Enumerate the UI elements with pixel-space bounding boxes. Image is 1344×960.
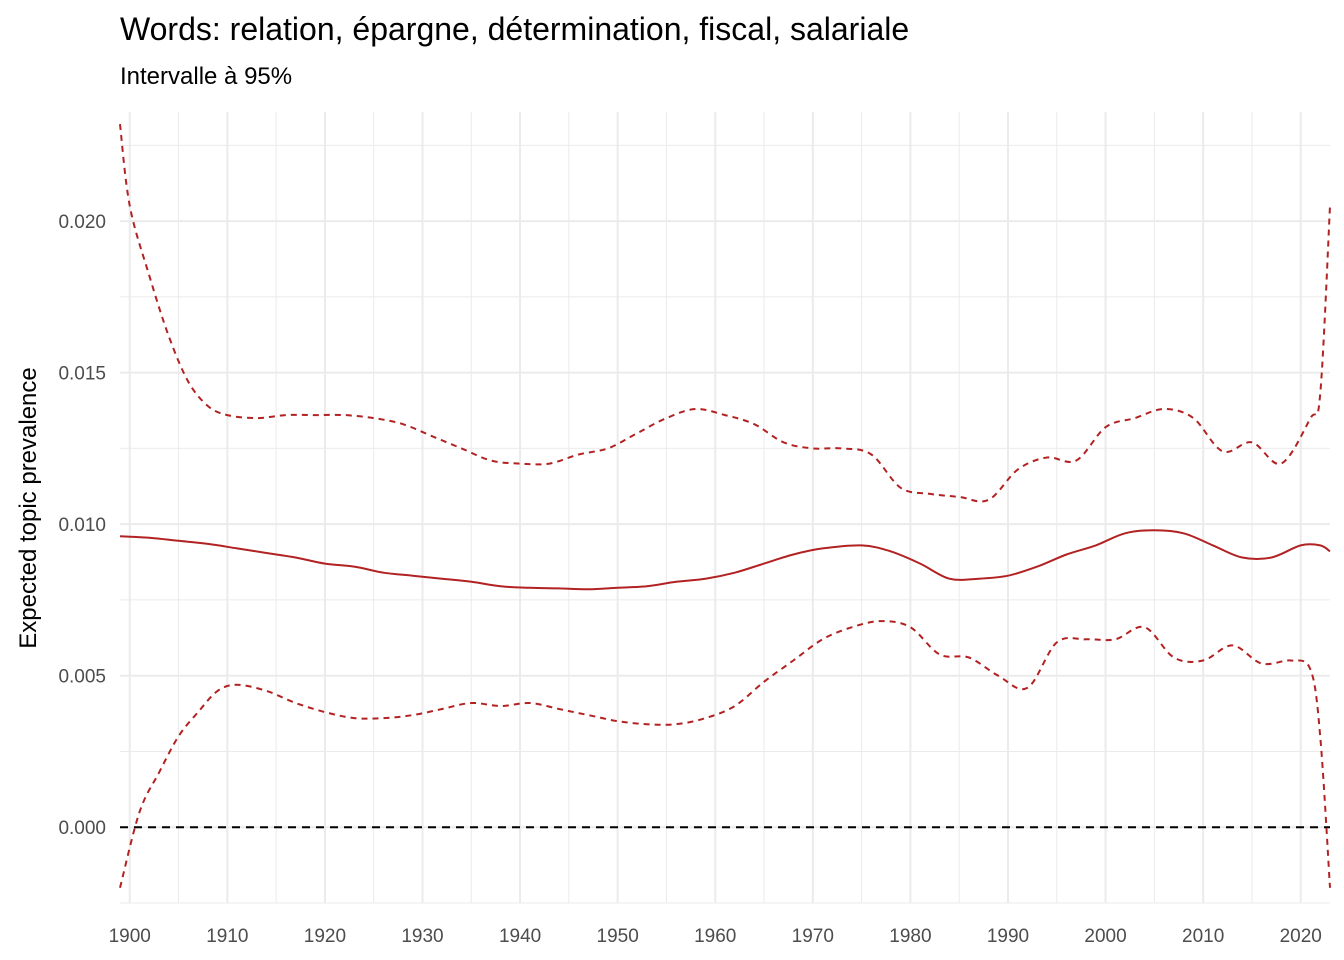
x-tick-label: 1950: [597, 926, 639, 947]
y-tick-label: 0.015: [58, 364, 106, 385]
x-tick-label: 1930: [401, 926, 443, 947]
x-tick-label: 2010: [1182, 926, 1224, 947]
x-tick-label: 1970: [792, 926, 834, 947]
minor-gridlines: [120, 112, 1330, 904]
x-tick-label: 1900: [109, 926, 151, 947]
x-tick-label: 1980: [889, 926, 931, 947]
x-tick-label: 1940: [499, 926, 541, 947]
x-tick-label: 1920: [304, 926, 346, 947]
estimate-line: [119, 529, 1331, 591]
y-axis-title: Expected topic prevalence: [15, 367, 42, 649]
x-tick-label: 1910: [206, 926, 248, 947]
chart-subtitle: Intervalle à 95%: [120, 63, 292, 90]
lower-bound-line: [119, 620, 1331, 889]
major-gridlines: [120, 112, 1330, 903]
y-tick-label: 0.005: [58, 667, 106, 688]
y-tick-label: 0.020: [58, 212, 106, 233]
upper-bound-line: [119, 123, 1331, 503]
x-tick-label: 1990: [987, 926, 1029, 947]
series-layer: [119, 123, 1331, 889]
y-tick-label: 0.000: [58, 818, 106, 839]
y-tick-label: 0.010: [58, 515, 106, 536]
x-tick-label: 1960: [694, 926, 736, 947]
y-tick-labels: 0.000 0.005 0.010 0.015 0.020: [58, 212, 106, 839]
chart-title: Words: relation, épargne, détermination,…: [120, 11, 909, 47]
x-tick-labels: 1900 1910 1920 1930 1940 1950 1960 1970 1980 1990…: [109, 926, 1322, 947]
x-tick-label: 2000: [1084, 926, 1126, 947]
x-tick-label: 2020: [1280, 926, 1322, 947]
